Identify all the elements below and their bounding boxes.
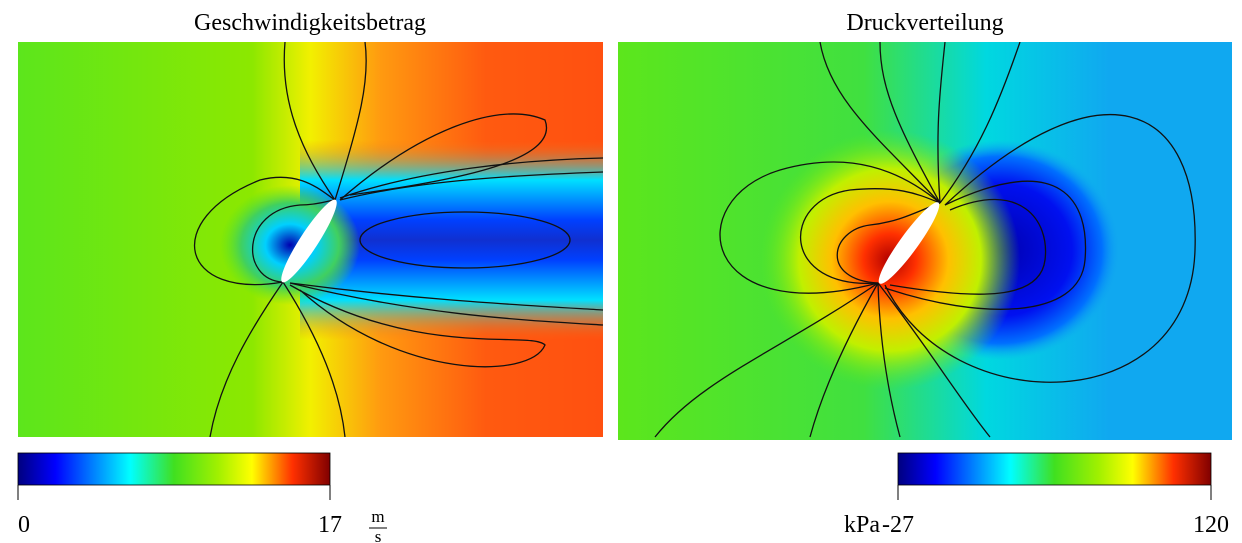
unit: kPa [844, 512, 880, 538]
velocity-field [18, 42, 603, 437]
colorbar-tick-label: 120 [1193, 512, 1229, 538]
airfoil [281, 199, 337, 283]
colorbar-tick-label: 17 [318, 512, 342, 538]
colorbar [897, 452, 1212, 486]
colorbar-tick-label: -27 [882, 512, 914, 538]
colorbar-tick-label: 0 [18, 512, 30, 538]
panel-title: Geschwindigkeitsbetrag [194, 10, 426, 36]
unit-denominator: s [375, 527, 382, 543]
pressure-field [618, 42, 1232, 440]
colorbar [17, 452, 331, 486]
unit-numerator: m [371, 507, 384, 526]
panel-title: Druckverteilung [846, 10, 1003, 36]
airfoil [878, 202, 940, 284]
